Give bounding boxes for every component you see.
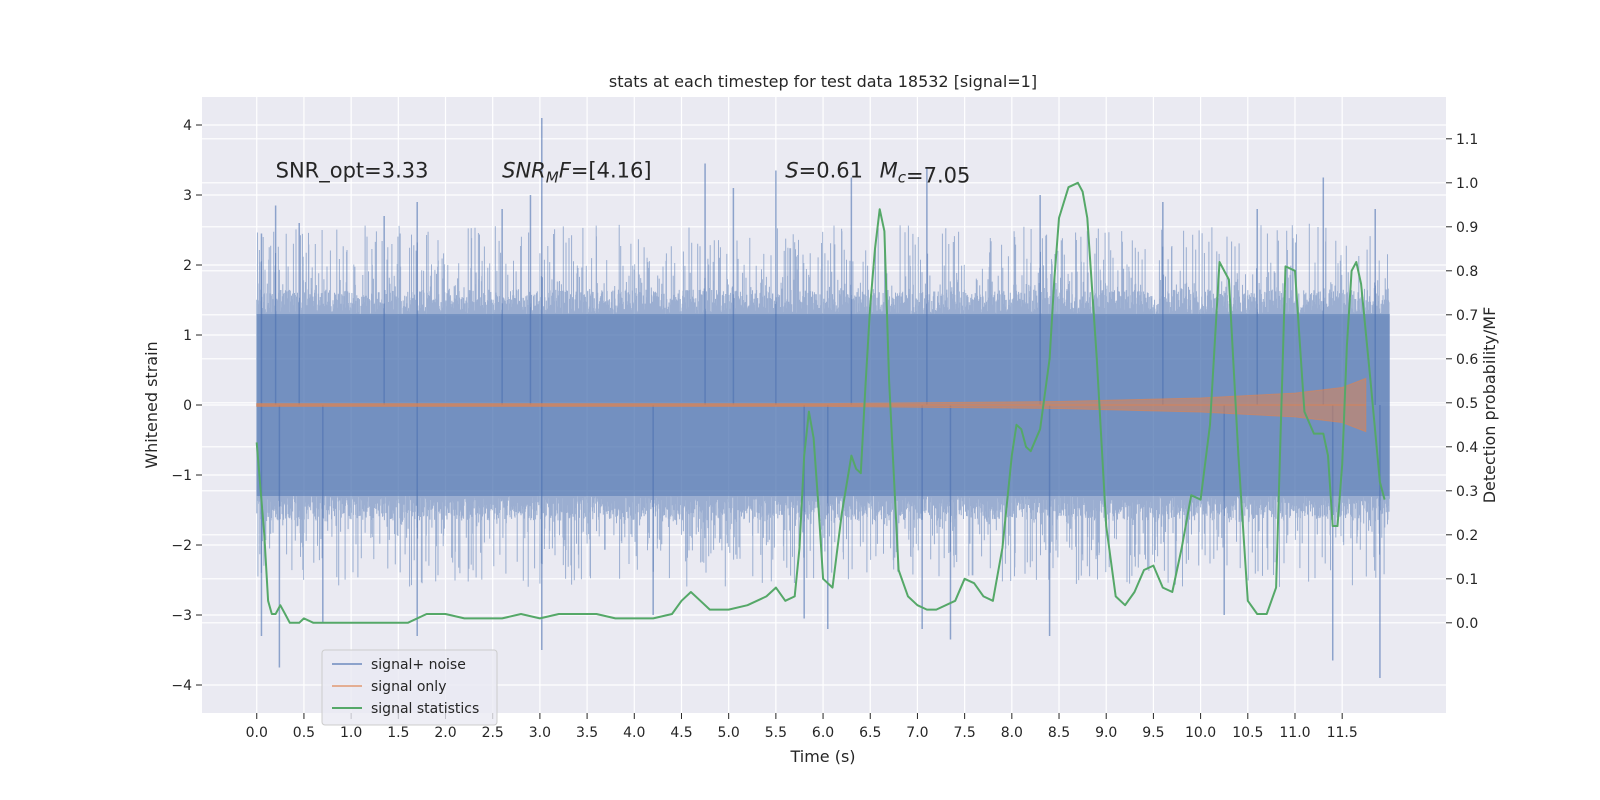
series-signal-only [256,377,1367,433]
plot-area [202,97,1446,713]
series-signal-statistics [255,181,1386,624]
x-tick-label-10: 5.0 [718,725,740,741]
x-tick-label-5: 2.5 [482,725,504,741]
y2-tick-label-7: 0.4 [1456,440,1478,456]
y-tick-label-3: 1 [183,328,192,344]
x-tick-label-22: 11.0 [1279,725,1310,741]
y-axis-ticks: 4 3 2 1 0 −1 −2 −3 −4 [171,118,202,694]
y-tick-label-7: −3 [171,608,192,624]
x-axis-title: Time (s) [789,747,855,766]
x-tick-label-4: 2.0 [434,725,456,741]
y2-axis-ticks: 1.1 1.0 0.9 0.8 0.7 0.6 0.5 0.4 0.3 0.2 0.1 0.0 [1446,132,1478,632]
x-tick-label-12: 6.0 [812,725,834,741]
y2-tick-label-4: 0.7 [1456,308,1478,324]
y2-tick-label-8: 0.3 [1456,484,1478,500]
y-tick-label-0: 4 [183,118,192,134]
legend: signal+ noise signal only signal statist… [321,649,498,726]
y2-tick-label-9: 0.2 [1456,528,1478,544]
y-tick-label-2: 2 [183,258,192,274]
legend-label-signal-noise: signal+ noise [371,657,466,673]
y2-tick-label-0: 1.1 [1456,132,1478,148]
x-axis-ticks: 0.0 0.5 1.0 1.5 2.0 2.5 3.0 3.5 4.0 4.5 5.0 5.5 6.0 6… [246,713,1358,741]
y-tick-label-6: −2 [171,538,192,554]
legend-label-signal-statistics: signal statistics [371,701,479,717]
y-tick-label-4: 0 [183,398,192,414]
annotation-s-value: S=0.61 [785,159,863,183]
x-tick-label-23: 11.5 [1327,725,1358,741]
y-axis-title: Whitened strain [142,341,161,468]
x-tick-label-16: 8.0 [1001,725,1023,741]
y2-axis-title: Detection probability/MF [1480,307,1499,504]
x-tick-label-1: 0.5 [293,725,315,741]
y2-tick-label-2: 0.9 [1456,220,1478,236]
x-tick-label-2: 1.0 [340,725,362,741]
y2-tick-label-3: 0.8 [1456,264,1478,280]
x-tick-label-0: 0.0 [246,725,268,741]
x-tick-label-20: 10.0 [1185,725,1216,741]
y2-tick-label-11: 0.0 [1456,616,1478,632]
annotation-snr-mf: SNRMF=[4.16] [502,159,651,187]
x-tick-label-13: 6.5 [859,725,881,741]
x-tick-label-6: 3.0 [529,725,551,741]
x-tick-label-11: 5.5 [765,725,787,741]
y2-tick-label-1: 1.0 [1456,176,1478,192]
annotation-snr-opt: SNR_opt=3.33 [276,159,429,184]
x-tick-label-21: 10.5 [1232,725,1263,741]
annotations: SNR_opt=3.33 SNRMF=[4.16] S=0.61 Mc=7.05 [276,159,971,188]
y-tick-label-5: −1 [171,468,192,484]
legend-box [321,649,498,726]
x-tick-label-3: 1.5 [387,725,409,741]
y2-tick-label-6: 0.5 [1456,396,1478,412]
x-tick-label-14: 7.0 [906,725,928,741]
x-tick-label-8: 4.0 [623,725,645,741]
x-tick-label-17: 8.5 [1048,725,1070,741]
x-tick-label-18: 9.0 [1095,725,1117,741]
x-tick-label-19: 9.5 [1142,725,1164,741]
y-tick-label-8: −4 [171,678,192,694]
x-tick-label-9: 4.5 [670,725,692,741]
annotation-mc-value: Mc=7.05 [880,159,971,188]
chart-title: stats at each timestep for test data 185… [609,72,1037,91]
y2-tick-label-10: 0.1 [1456,572,1478,588]
y-tick-label-1: 3 [183,188,192,204]
legend-label-signal-only: signal only [371,679,446,695]
x-tick-label-15: 7.5 [954,725,976,741]
x-tick-label-7: 3.5 [576,725,598,741]
statistics-line [255,181,1386,624]
y2-tick-label-5: 0.6 [1456,352,1478,368]
